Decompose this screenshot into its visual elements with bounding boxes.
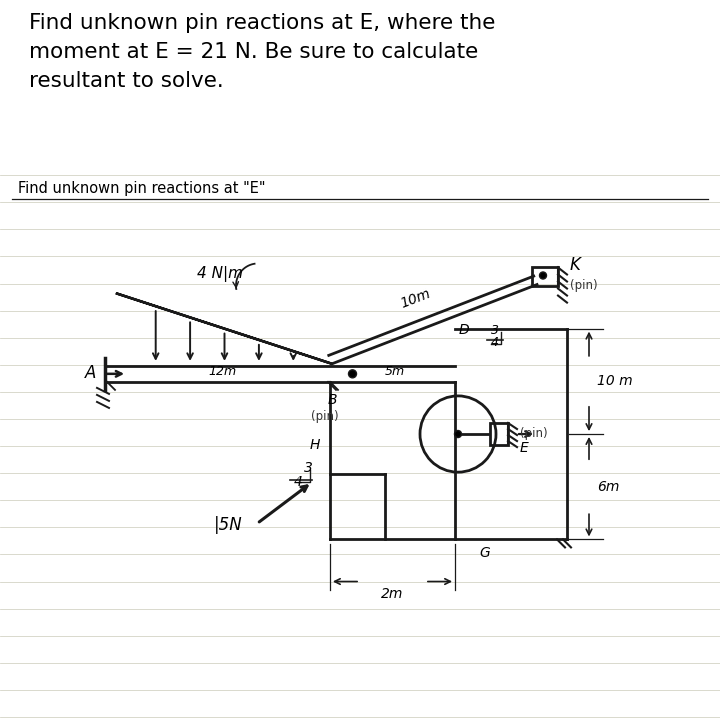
Text: 5m: 5m [384,365,405,378]
Circle shape [348,370,356,378]
Text: K: K [570,257,581,275]
Text: (pin): (pin) [570,278,598,291]
Circle shape [539,272,546,279]
Text: 3: 3 [491,323,499,336]
Text: 4: 4 [294,475,302,489]
Text: 4: 4 [491,336,499,349]
Text: 6m: 6m [597,480,619,494]
Text: G: G [480,547,490,560]
Bar [532,268,558,286]
Text: B: B [328,393,337,407]
Text: Find unknown pin reactions at "E": Find unknown pin reactions at "E" [18,181,266,196]
Text: Find unknown pin reactions at E, where the
moment at E = 21 N. Be sure to calcul: Find unknown pin reactions at E, where t… [29,13,495,91]
Text: D: D [459,323,469,336]
Text: 10 m: 10 m [597,374,633,389]
Text: (pin): (pin) [311,410,339,423]
Text: H: H [310,438,320,452]
Text: 3: 3 [304,461,312,475]
Text: A: A [85,364,96,382]
Circle shape [454,431,462,438]
Text: 4 N|m: 4 N|m [197,265,243,281]
Text: E: E [520,441,528,455]
Text: (pin): (pin) [520,427,548,440]
Bar [490,423,508,445]
Text: 12m: 12m [208,365,237,378]
Text: |5N: |5N [215,515,243,534]
Text: 10m: 10m [398,286,432,310]
Text: 2m: 2m [382,587,404,600]
